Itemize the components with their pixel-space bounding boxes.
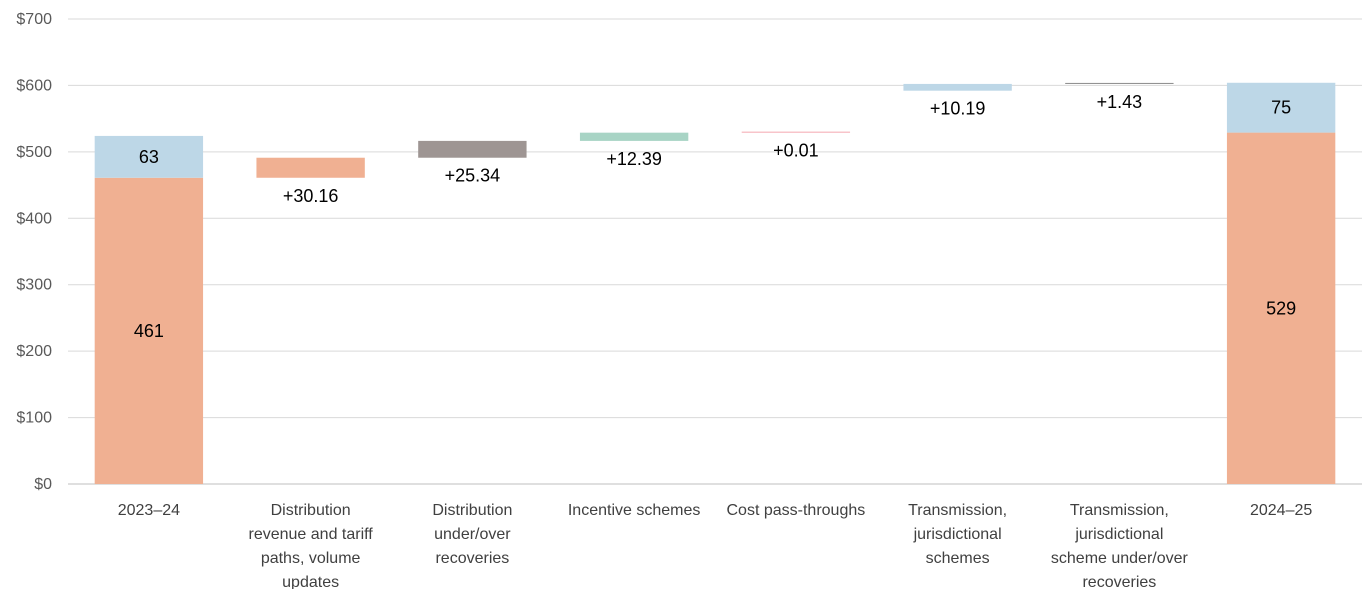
change-bar [579,132,689,141]
change-value-label: +0.01 [773,141,819,161]
y-tick-label: $700 [16,11,52,28]
total-bar-segment [94,135,204,178]
y-axis-tick-labels: $0 $100 $200 $300 $400 $500 $600 $700 [16,11,52,493]
change-bar [256,157,365,178]
x-category-label: Distribution revenue and tariff paths, vol… [249,502,374,589]
change-bar [418,140,527,158]
x-category-label: 2023–24 [118,502,180,519]
data-labels: 461 63 529 75 +30.16 +25.34 +12.39 +0.01 +10.19 +… [134,92,1296,341]
change-bar [903,83,1012,91]
x-category-label: Distribution under/over recoveries [432,502,512,567]
change-value-label: +12.39 [606,149,662,169]
x-category-label: Transmission, jurisdictional scheme under/… [1051,502,1189,589]
x-axis-category-labels: 2023–24 Distribution revenue and tariff pat… [118,502,1313,589]
gridlines [68,18,1362,485]
total-bar-segment [1226,82,1336,133]
total-bar-segment [94,177,204,484]
total-bar-value-label: 75 [1271,98,1291,118]
y-tick-label: $200 [16,343,52,360]
total-bar-segment [1226,132,1336,485]
y-tick-label: $0 [34,476,52,493]
x-category-label: Transmission, jurisdictional schemes [908,502,1007,567]
bars [94,82,1336,485]
x-category-label: Incentive schemes [568,502,701,519]
change-value-label: +25.34 [445,166,501,186]
total-bar-value-label: 461 [134,321,164,341]
total-bar-value-label: 63 [139,147,159,167]
y-tick-label: $500 [16,144,52,161]
change-value-label: +30.16 [283,186,339,206]
change-bar [741,131,851,133]
y-tick-label: $300 [16,277,52,294]
total-bar-value-label: 529 [1266,298,1296,318]
change-value-label: +10.19 [930,99,986,119]
change-bar [1065,82,1174,84]
x-category-label: Cost pass-throughs [727,502,866,519]
y-tick-label: $100 [16,410,52,427]
x-category-label: 2024–25 [1250,502,1312,519]
y-tick-label: $600 [16,77,52,94]
change-value-label: +1.43 [1097,92,1143,112]
y-tick-label: $400 [16,210,52,227]
